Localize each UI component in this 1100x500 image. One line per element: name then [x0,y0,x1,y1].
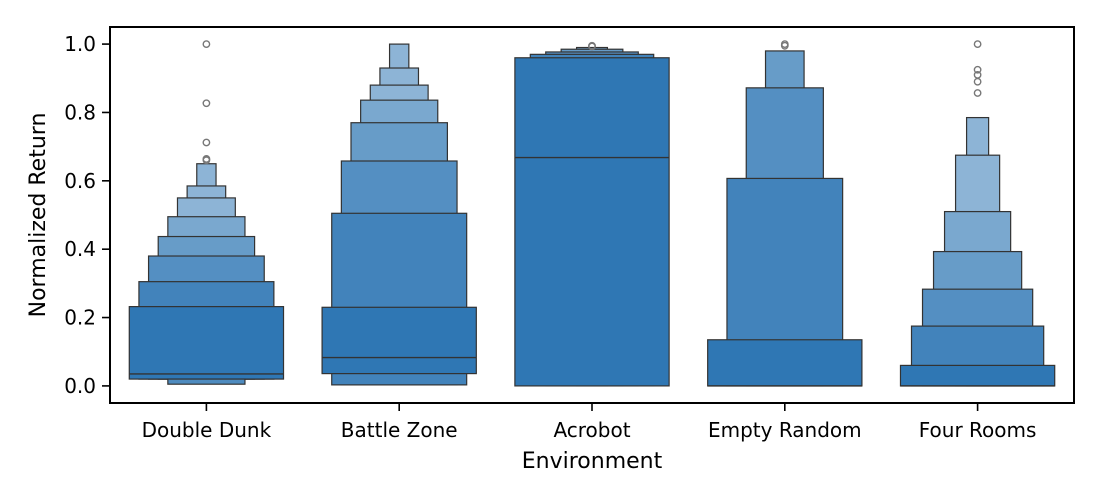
x-tick-label: Acrobot [553,418,630,442]
boxen-tail-box [167,378,246,385]
boxen-box [321,306,477,375]
x-tick-label: Four Rooms [919,418,1037,442]
outlier-point [973,77,982,86]
category-group [899,40,1056,387]
plot-content [128,40,1056,387]
x-tick-label: Battle Zone [341,418,458,442]
y-tick-label: 0.2 [64,306,96,330]
outlier-point [202,138,211,147]
boxen-box [128,306,285,380]
y-axis: 0.0 0.2 0.4 0.6 0.8 1.0 [64,32,110,398]
y-tick-label: 0.6 [64,169,96,193]
outlier-point [973,40,982,48]
y-tick-label: 1.0 [64,32,96,56]
outlier-point [973,89,982,97]
outlier-point [202,155,211,163]
boxen-box [899,364,1056,387]
outlier-point [588,41,596,50]
category-group [321,43,477,386]
category-group [707,40,863,387]
outlier-point [780,40,789,48]
x-axis: Double Dunk Battle Zone Acrobot Empty Rando… [142,403,1037,442]
outlier-point [202,99,211,108]
y-tick-label: 0.4 [64,237,96,261]
outlier-point [973,70,982,79]
category-group [128,40,285,385]
outlier-point [973,65,982,74]
outlier-point [202,40,211,48]
x-tick-label: Empty Random [708,418,862,442]
y-axis-label: Normalized Return [26,113,51,318]
category-group [514,41,670,387]
x-axis-label: Environment [522,449,663,474]
boxen-box [707,339,863,387]
y-tick-label: 0.0 [64,374,96,398]
y-tick-label: 0.8 [64,100,96,124]
x-tick-label: Double Dunk [142,418,272,442]
boxen-box [514,57,670,387]
